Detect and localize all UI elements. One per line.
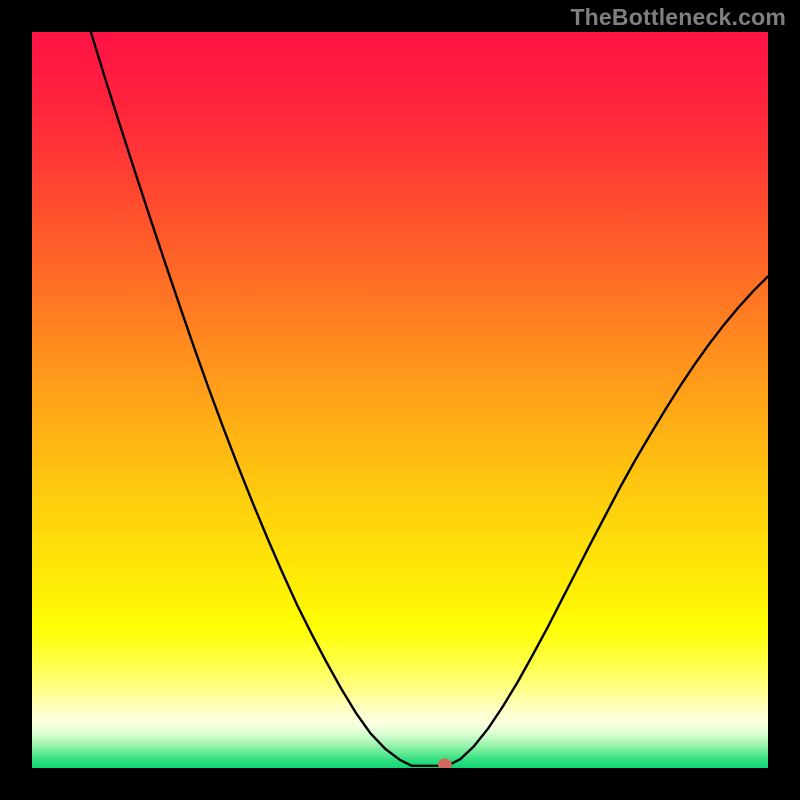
chart-frame: TheBottleneck.com xyxy=(0,0,800,800)
watermark-text: TheBottleneck.com xyxy=(570,4,786,31)
gradient-background xyxy=(32,32,768,768)
chart-svg xyxy=(32,32,768,768)
plot-area xyxy=(32,32,768,768)
